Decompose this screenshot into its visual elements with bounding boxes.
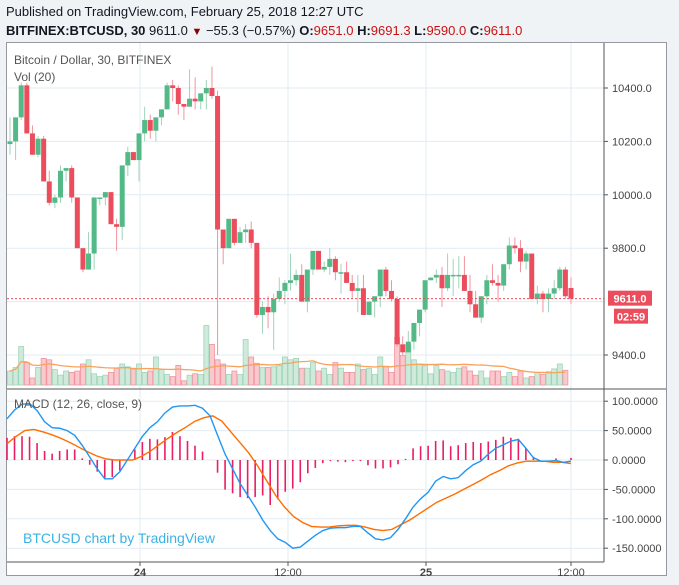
- svg-text:0.0000: 0.0000: [612, 455, 646, 467]
- low-label: L:: [414, 23, 427, 38]
- symbol-line: BITFINEX:BTCUSD, 30 9611.0 ▼ −55.3 (−0.5…: [6, 23, 522, 38]
- published-line: Published on TradingView.com, February 2…: [6, 4, 364, 19]
- high-label: H:: [357, 23, 371, 38]
- main-pane-title: Bitcoin / Dollar, 30, BITFINEX: [14, 53, 172, 67]
- svg-text:12:00: 12:00: [557, 567, 585, 579]
- close-label: C:: [469, 23, 484, 38]
- price-change: −55.3 (−0.57%): [205, 23, 296, 38]
- watermark: BTCUSD chart by TradingView: [23, 530, 215, 546]
- svg-text:9400.0: 9400.0: [612, 350, 646, 362]
- chart-frame[interactable]: [6, 42, 667, 576]
- svg-text:10400.0: 10400.0: [612, 83, 652, 95]
- macd-pane-title: MACD (12, 26, close, 9): [14, 397, 143, 411]
- low-value: 9590.0: [426, 23, 467, 38]
- svg-text:10000.0: 10000.0: [612, 190, 652, 202]
- svg-text:-150.0000: -150.0000: [612, 543, 662, 555]
- last-price-label: 9611.0: [613, 294, 646, 306]
- svg-text:50.0000: 50.0000: [612, 426, 652, 438]
- close-value: 9611.0: [483, 23, 523, 38]
- high-value: 9691.3: [370, 23, 411, 38]
- svg-text:100.0000: 100.0000: [612, 396, 658, 408]
- svg-text:25: 25: [420, 567, 432, 579]
- down-triangle-icon: ▼: [191, 26, 203, 38]
- symbol: BITFINEX:BTCUSD, 30: [6, 23, 146, 38]
- svg-text:9800.0: 9800.0: [612, 243, 646, 255]
- open-label: O:: [299, 23, 314, 38]
- last-price: 9611.0: [149, 23, 188, 38]
- open-value: 9651.0: [313, 23, 354, 38]
- svg-text:12:00: 12:00: [274, 567, 302, 579]
- svg-text:-50.0000: -50.0000: [612, 484, 655, 496]
- svg-text:24: 24: [134, 567, 147, 579]
- svg-text:10200.0: 10200.0: [612, 136, 652, 148]
- countdown-label: 02:59: [617, 312, 645, 324]
- volume-pane-title: Vol (20): [14, 70, 56, 84]
- svg-text:-100.0000: -100.0000: [612, 514, 662, 526]
